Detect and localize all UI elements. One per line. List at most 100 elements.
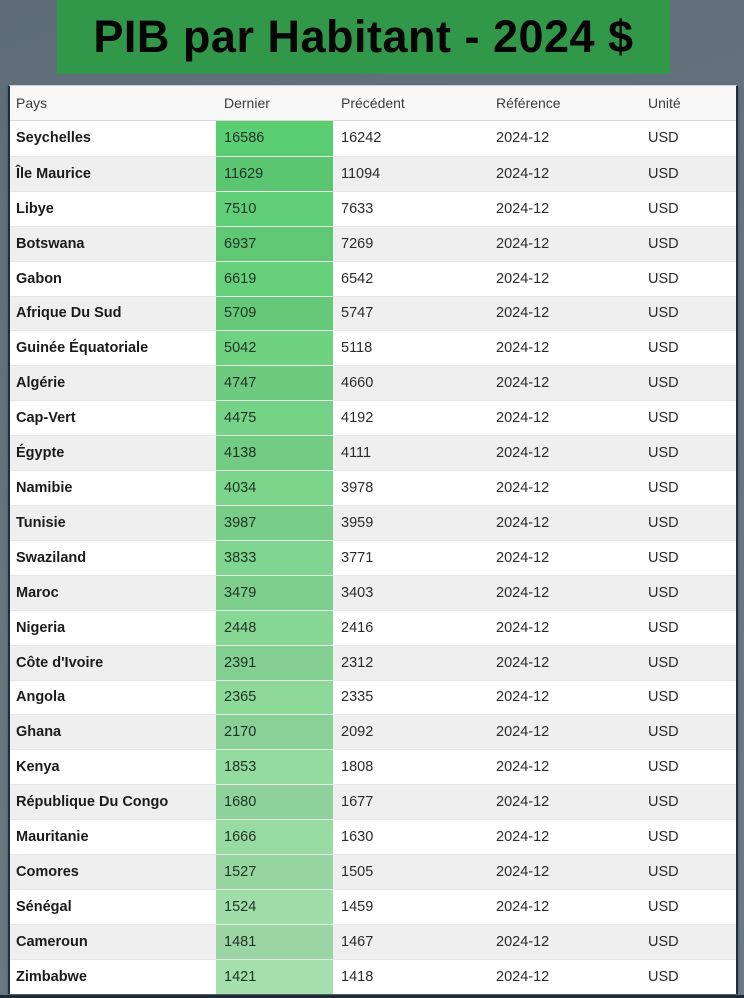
precedent-cell: 3403 — [341, 584, 374, 601]
dernier-cell: 6937 — [216, 226, 333, 261]
table-row[interactable]: Gabon 6619 6542 2024-12 USD — [10, 260, 736, 296]
reference-cell: 2024-12 — [496, 410, 550, 427]
unite-cell: USD — [648, 968, 679, 985]
precedent-cell: 2416 — [341, 619, 374, 636]
precedent-cell: 1459 — [341, 898, 374, 915]
dernier-cell: 5709 — [216, 296, 333, 331]
unite-cell: USD — [648, 375, 679, 392]
unite-cell: USD — [648, 584, 679, 601]
country-cell: Cap-Vert — [16, 410, 76, 427]
table-row[interactable]: Algérie 4747 4660 2024-12 USD — [10, 365, 736, 401]
table-row[interactable]: Ghana 2170 2092 2024-12 USD — [10, 714, 736, 750]
table-row[interactable]: Île Maurice 11629 11094 2024-12 USD — [10, 155, 736, 191]
column-header-pays[interactable]: Pays — [16, 95, 48, 111]
country-cell: République Du Congo — [16, 794, 169, 811]
precedent-cell: 4192 — [341, 410, 374, 427]
table-row[interactable]: Kenya 1853 1808 2024-12 USD — [10, 749, 736, 785]
table-row[interactable]: Namibie 4034 3978 2024-12 USD — [10, 470, 736, 505]
precedent-cell: 2335 — [341, 689, 374, 706]
unite-cell: USD — [648, 480, 679, 497]
unite-cell: USD — [648, 305, 679, 322]
country-cell: Seychelles — [16, 130, 91, 147]
dernier-cell: 3479 — [216, 575, 333, 610]
dernier-cell: 4747 — [216, 366, 333, 401]
country-cell: Kenya — [16, 759, 60, 776]
reference-cell: 2024-12 — [496, 130, 550, 147]
country-cell: Guinée Équatoriale — [16, 340, 149, 357]
reference-cell: 2024-12 — [496, 480, 550, 497]
dernier-cell: 1421 — [216, 959, 333, 994]
reference-cell: 2024-12 — [496, 759, 550, 776]
unite-cell: USD — [648, 270, 679, 287]
table-row[interactable]: Tunisie 3987 3959 2024-12 USD — [10, 504, 736, 540]
column-header-reference[interactable]: Référence — [496, 95, 561, 111]
table-row[interactable]: Cameroun 1481 1467 2024-12 USD — [10, 923, 736, 959]
country-cell: Nigeria — [16, 619, 66, 636]
precedent-cell: 4111 — [341, 445, 372, 462]
table-row[interactable]: Sénégal 1524 1459 2024-12 USD — [10, 888, 736, 924]
table-row[interactable]: Maroc 3479 3403 2024-12 USD — [10, 574, 736, 610]
table-row[interactable]: Guinée Équatoriale 5042 5118 2024-12 USD — [10, 330, 736, 366]
precedent-cell: 1505 — [341, 863, 374, 880]
country-cell: Ghana — [16, 724, 62, 741]
dernier-cell: 16586 — [216, 121, 333, 156]
column-header-precedent[interactable]: Précédent — [341, 95, 405, 111]
table-row[interactable]: Comores 1527 1505 2024-12 USD — [10, 854, 736, 889]
dernier-cell: 4475 — [216, 401, 333, 436]
reference-cell: 2024-12 — [496, 340, 550, 357]
unite-cell: USD — [648, 933, 679, 950]
country-cell: Île Maurice — [16, 165, 91, 182]
precedent-cell: 16242 — [341, 130, 382, 147]
reference-cell: 2024-12 — [496, 898, 550, 915]
table-row[interactable]: Cap-Vert 4475 4192 2024-12 USD — [10, 400, 736, 436]
dernier-cell: 2391 — [216, 645, 333, 680]
column-header-dernier[interactable]: Dernier — [224, 95, 270, 111]
country-cell: Angola — [16, 689, 66, 706]
table-row[interactable]: Afrique Du Sud 5709 5747 2024-12 USD — [10, 295, 736, 331]
dernier-cell: 5042 — [216, 331, 333, 366]
table-row[interactable]: Seychelles 16586 16242 2024-12 USD — [10, 121, 736, 156]
table-row[interactable]: Libye 7510 7633 2024-12 USD — [10, 190, 736, 226]
reference-cell: 2024-12 — [496, 654, 550, 671]
dernier-cell: 1527 — [216, 855, 333, 889]
page-title: PIB par Habitant - 2024 $ — [93, 11, 634, 62]
table-row[interactable]: République Du Congo 1680 1677 2024-12 USD — [10, 784, 736, 820]
unite-cell: USD — [648, 724, 679, 741]
unite-cell: USD — [648, 654, 679, 671]
reference-cell: 2024-12 — [496, 724, 550, 741]
unite-cell: USD — [648, 794, 679, 811]
country-cell: Cameroun — [16, 933, 88, 950]
unite-cell: USD — [648, 130, 679, 147]
reference-cell: 2024-12 — [496, 549, 550, 566]
column-header-unite[interactable]: Unité — [648, 95, 681, 111]
table-row[interactable]: Mauritanie 1666 1630 2024-12 USD — [10, 819, 736, 855]
dernier-cell: 2170 — [216, 715, 333, 750]
table-row[interactable]: Botswana 6937 7269 2024-12 USD — [10, 225, 736, 261]
dernier-cell: 1853 — [216, 750, 333, 785]
table-row[interactable]: Égypte 4138 4111 2024-12 USD — [10, 435, 736, 471]
table-row[interactable]: Nigeria 2448 2416 2024-12 USD — [10, 609, 736, 645]
precedent-cell: 1418 — [341, 968, 374, 985]
unite-cell: USD — [648, 200, 679, 217]
table-row[interactable]: Zimbabwe 1421 1418 2024-12 USD — [10, 958, 736, 994]
precedent-cell: 3978 — [341, 480, 374, 497]
country-cell: Sénégal — [16, 898, 72, 915]
dernier-cell: 1481 — [216, 924, 333, 959]
reference-cell: 2024-12 — [496, 165, 550, 182]
precedent-cell: 3959 — [341, 514, 374, 531]
country-cell: Libye — [16, 200, 54, 217]
precedent-cell: 6542 — [341, 270, 374, 287]
precedent-cell: 4660 — [341, 375, 374, 392]
unite-cell: USD — [648, 514, 679, 531]
unite-cell: USD — [648, 898, 679, 915]
reference-cell: 2024-12 — [496, 794, 550, 811]
table-row[interactable]: Angola 2365 2335 2024-12 USD — [10, 679, 736, 715]
country-cell: Gabon — [16, 270, 62, 287]
table-row[interactable]: Côte d'Ivoire 2391 2312 2024-12 USD — [10, 644, 736, 680]
reference-cell: 2024-12 — [496, 270, 550, 287]
country-cell: Zimbabwe — [16, 968, 87, 985]
table-row[interactable]: Swaziland 3833 3771 2024-12 USD — [10, 539, 736, 575]
country-cell: Comores — [16, 863, 79, 880]
reference-cell: 2024-12 — [496, 514, 550, 531]
dernier-cell: 1680 — [216, 785, 333, 820]
